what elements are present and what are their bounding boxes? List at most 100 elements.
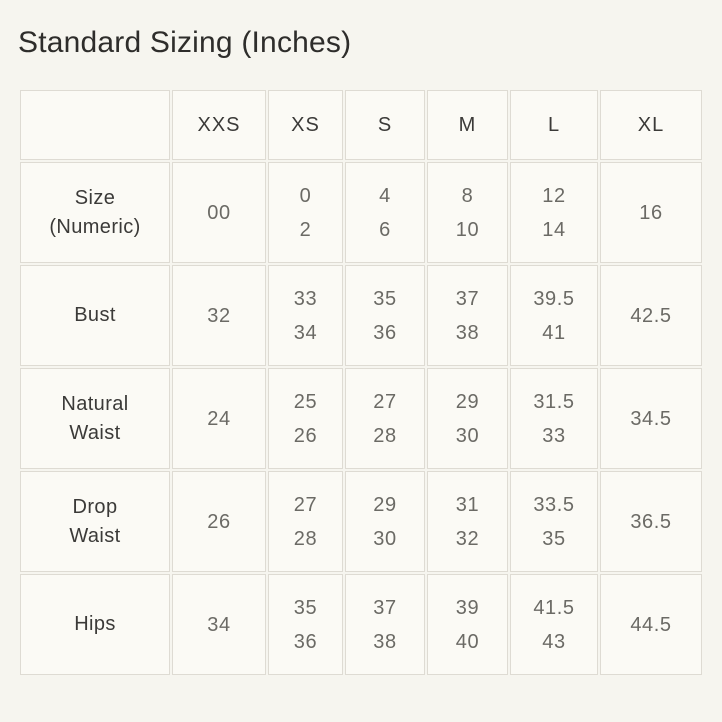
- row-label: Bust: [20, 265, 170, 366]
- measurement-cell: 35 36: [345, 265, 425, 366]
- table-body: Size (Numeric) 00 0 2 4 6 8 10 12 14 16 Bust 32 33 34 35…: [20, 162, 702, 675]
- cell-line: 12: [542, 184, 566, 207]
- row-label: Drop Waist: [20, 471, 170, 572]
- measurement-cell: 34: [172, 574, 266, 675]
- cell-line: 37: [373, 596, 397, 619]
- row-label: Hips: [20, 574, 170, 675]
- column-header-xs: XS: [268, 90, 343, 160]
- cell-line: 0: [299, 184, 312, 207]
- measurement-cell: 44.5: [600, 574, 702, 675]
- table-row: Hips 34 35 36 37 38 39 40 41.5 43 44.5: [20, 574, 702, 675]
- measurement-cell: 33 34: [268, 265, 343, 366]
- measurement-cell: 27 28: [268, 471, 343, 572]
- size-guide-page: Standard Sizing (Inches) XXS XS S M L XL Size…: [0, 26, 722, 677]
- cell-line: 32: [455, 527, 480, 550]
- measurement-cell: 39 40: [427, 574, 508, 675]
- measurement-cell: 8 10: [427, 162, 508, 263]
- cell-line: 30: [373, 527, 397, 550]
- cell-line: 36.5: [630, 510, 672, 533]
- cell-line: Bust: [74, 304, 116, 326]
- measurement-cell: 12 14: [510, 162, 598, 263]
- page-title: Standard Sizing (Inches): [18, 26, 352, 59]
- column-header-m: M: [427, 90, 508, 160]
- column-header-xxs: XXS: [172, 90, 266, 160]
- cell-line: XXS: [197, 113, 241, 136]
- cell-line: 39.5: [533, 287, 575, 310]
- cell-line: 28: [373, 424, 397, 447]
- cell-line: 30: [455, 424, 480, 447]
- cell-line: XL: [637, 113, 665, 136]
- sizing-table: XXS XS S M L XL Size (Numeric) 00 0 2 4 6 8 10 12 14 16 B…: [18, 88, 704, 677]
- cell-line: 31: [455, 493, 480, 516]
- cell-line: M: [458, 113, 477, 136]
- cell-line: 14: [542, 218, 566, 241]
- cell-line: 25: [293, 390, 318, 413]
- cell-line: Size: [74, 186, 116, 209]
- cell-line: Hips: [74, 613, 116, 635]
- measurement-cell: 25 26: [268, 368, 343, 469]
- column-header-s: S: [345, 90, 425, 160]
- cell-line: 35: [293, 596, 318, 619]
- cell-line: 35: [542, 527, 566, 550]
- measurement-cell: 31 32: [427, 471, 508, 572]
- measurement-cell: 26: [172, 471, 266, 572]
- measurement-cell: 32: [172, 265, 266, 366]
- column-header-l: L: [510, 90, 598, 160]
- cell-line: 41: [542, 321, 566, 344]
- cell-line: 16: [639, 201, 663, 224]
- cell-line: 36: [373, 321, 397, 344]
- cell-line: 28: [293, 527, 318, 550]
- cell-line: (Numeric): [49, 215, 141, 238]
- measurement-cell: 27 28: [345, 368, 425, 469]
- cell-line: S: [377, 113, 393, 136]
- measurement-cell: 41.5 43: [510, 574, 598, 675]
- cell-line: 35: [373, 287, 397, 310]
- cell-line: 36: [293, 630, 318, 653]
- cell-line: XS: [291, 113, 320, 136]
- cell-line: 8: [461, 184, 474, 207]
- measurement-cell: 33.5 35: [510, 471, 598, 572]
- cell-line: Waist: [69, 421, 121, 444]
- cell-line: 38: [455, 321, 480, 344]
- table-row: Bust 32 33 34 35 36 37 38 39.5 41 42.5: [20, 265, 702, 366]
- measurement-cell: 16: [600, 162, 702, 263]
- cell-line: 34: [293, 321, 318, 344]
- cell-line: 27: [373, 390, 397, 413]
- cell-line: Natural: [61, 392, 129, 415]
- column-header-xl: XL: [600, 90, 702, 160]
- table-row: Size (Numeric) 00 0 2 4 6 8 10 12 14 16: [20, 162, 702, 263]
- measurement-cell: 29 30: [345, 471, 425, 572]
- cell-line: 44.5: [630, 613, 672, 636]
- cell-line: 00: [207, 201, 231, 224]
- cell-line: 29: [455, 390, 480, 413]
- cell-line: Drop: [72, 495, 118, 518]
- cell-line: 26: [293, 424, 318, 447]
- header-row: XXS XS S M L XL: [20, 90, 702, 160]
- cell-line: 24: [207, 407, 231, 430]
- cell-line: Waist: [69, 524, 121, 547]
- cell-line: 2: [299, 218, 312, 241]
- measurement-cell: 37 38: [345, 574, 425, 675]
- cell-line: 43: [542, 630, 566, 653]
- measurement-cell: 24: [172, 368, 266, 469]
- measurement-cell: 29 30: [427, 368, 508, 469]
- table-row: Drop Waist 26 27 28 29 30 31 32 33.5 35 36.5: [20, 471, 702, 572]
- row-label: Natural Waist: [20, 368, 170, 469]
- cell-line: 4: [379, 184, 391, 207]
- cell-line: 29: [373, 493, 397, 516]
- cell-line: 6: [379, 218, 391, 241]
- table-row: Natural Waist 24 25 26 27 28 29 30 31.5 33 34.5: [20, 368, 702, 469]
- measurement-cell: 34.5: [600, 368, 702, 469]
- cell-line: 39: [455, 596, 480, 619]
- measurement-cell: 37 38: [427, 265, 508, 366]
- row-label: Size (Numeric): [20, 162, 170, 263]
- cell-line: 40: [455, 630, 480, 653]
- measurement-cell: 00: [172, 162, 266, 263]
- cell-line: 33: [293, 287, 318, 310]
- cell-line: 33: [542, 424, 566, 447]
- measurement-cell: 31.5 33: [510, 368, 598, 469]
- cell-line: 26: [207, 510, 231, 533]
- measurement-cell: 35 36: [268, 574, 343, 675]
